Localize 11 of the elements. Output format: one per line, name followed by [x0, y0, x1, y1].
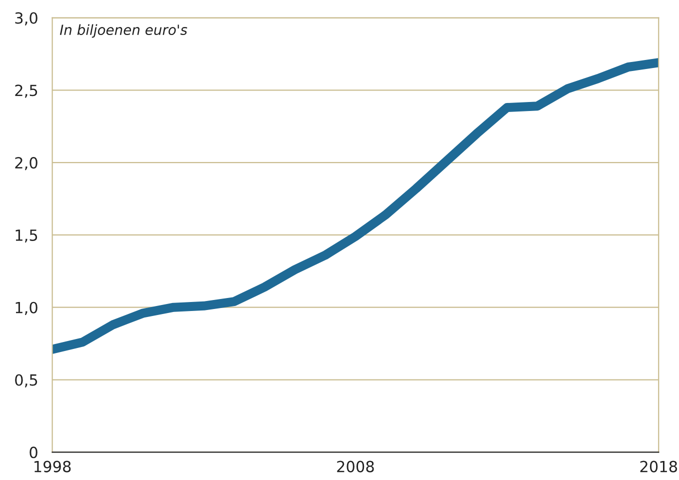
annotation: In biljoenen euro's	[60, 24, 188, 38]
y-tick-label: 1,5	[16, 230, 38, 243]
y-tick-label: 2,0	[15, 157, 38, 170]
y-tick-label: 0	[30, 446, 38, 458]
y-tick-label: 0,5	[15, 374, 38, 388]
x-tick-label: 1998	[34, 460, 71, 472]
x-tick-label: 2018	[640, 460, 678, 472]
y-tick-label: 1,0	[16, 302, 38, 315]
y-tick-label: 3,0	[15, 12, 38, 26]
y-tick-label: 2,5	[15, 84, 38, 98]
x-tick-label: 2008	[337, 460, 374, 472]
